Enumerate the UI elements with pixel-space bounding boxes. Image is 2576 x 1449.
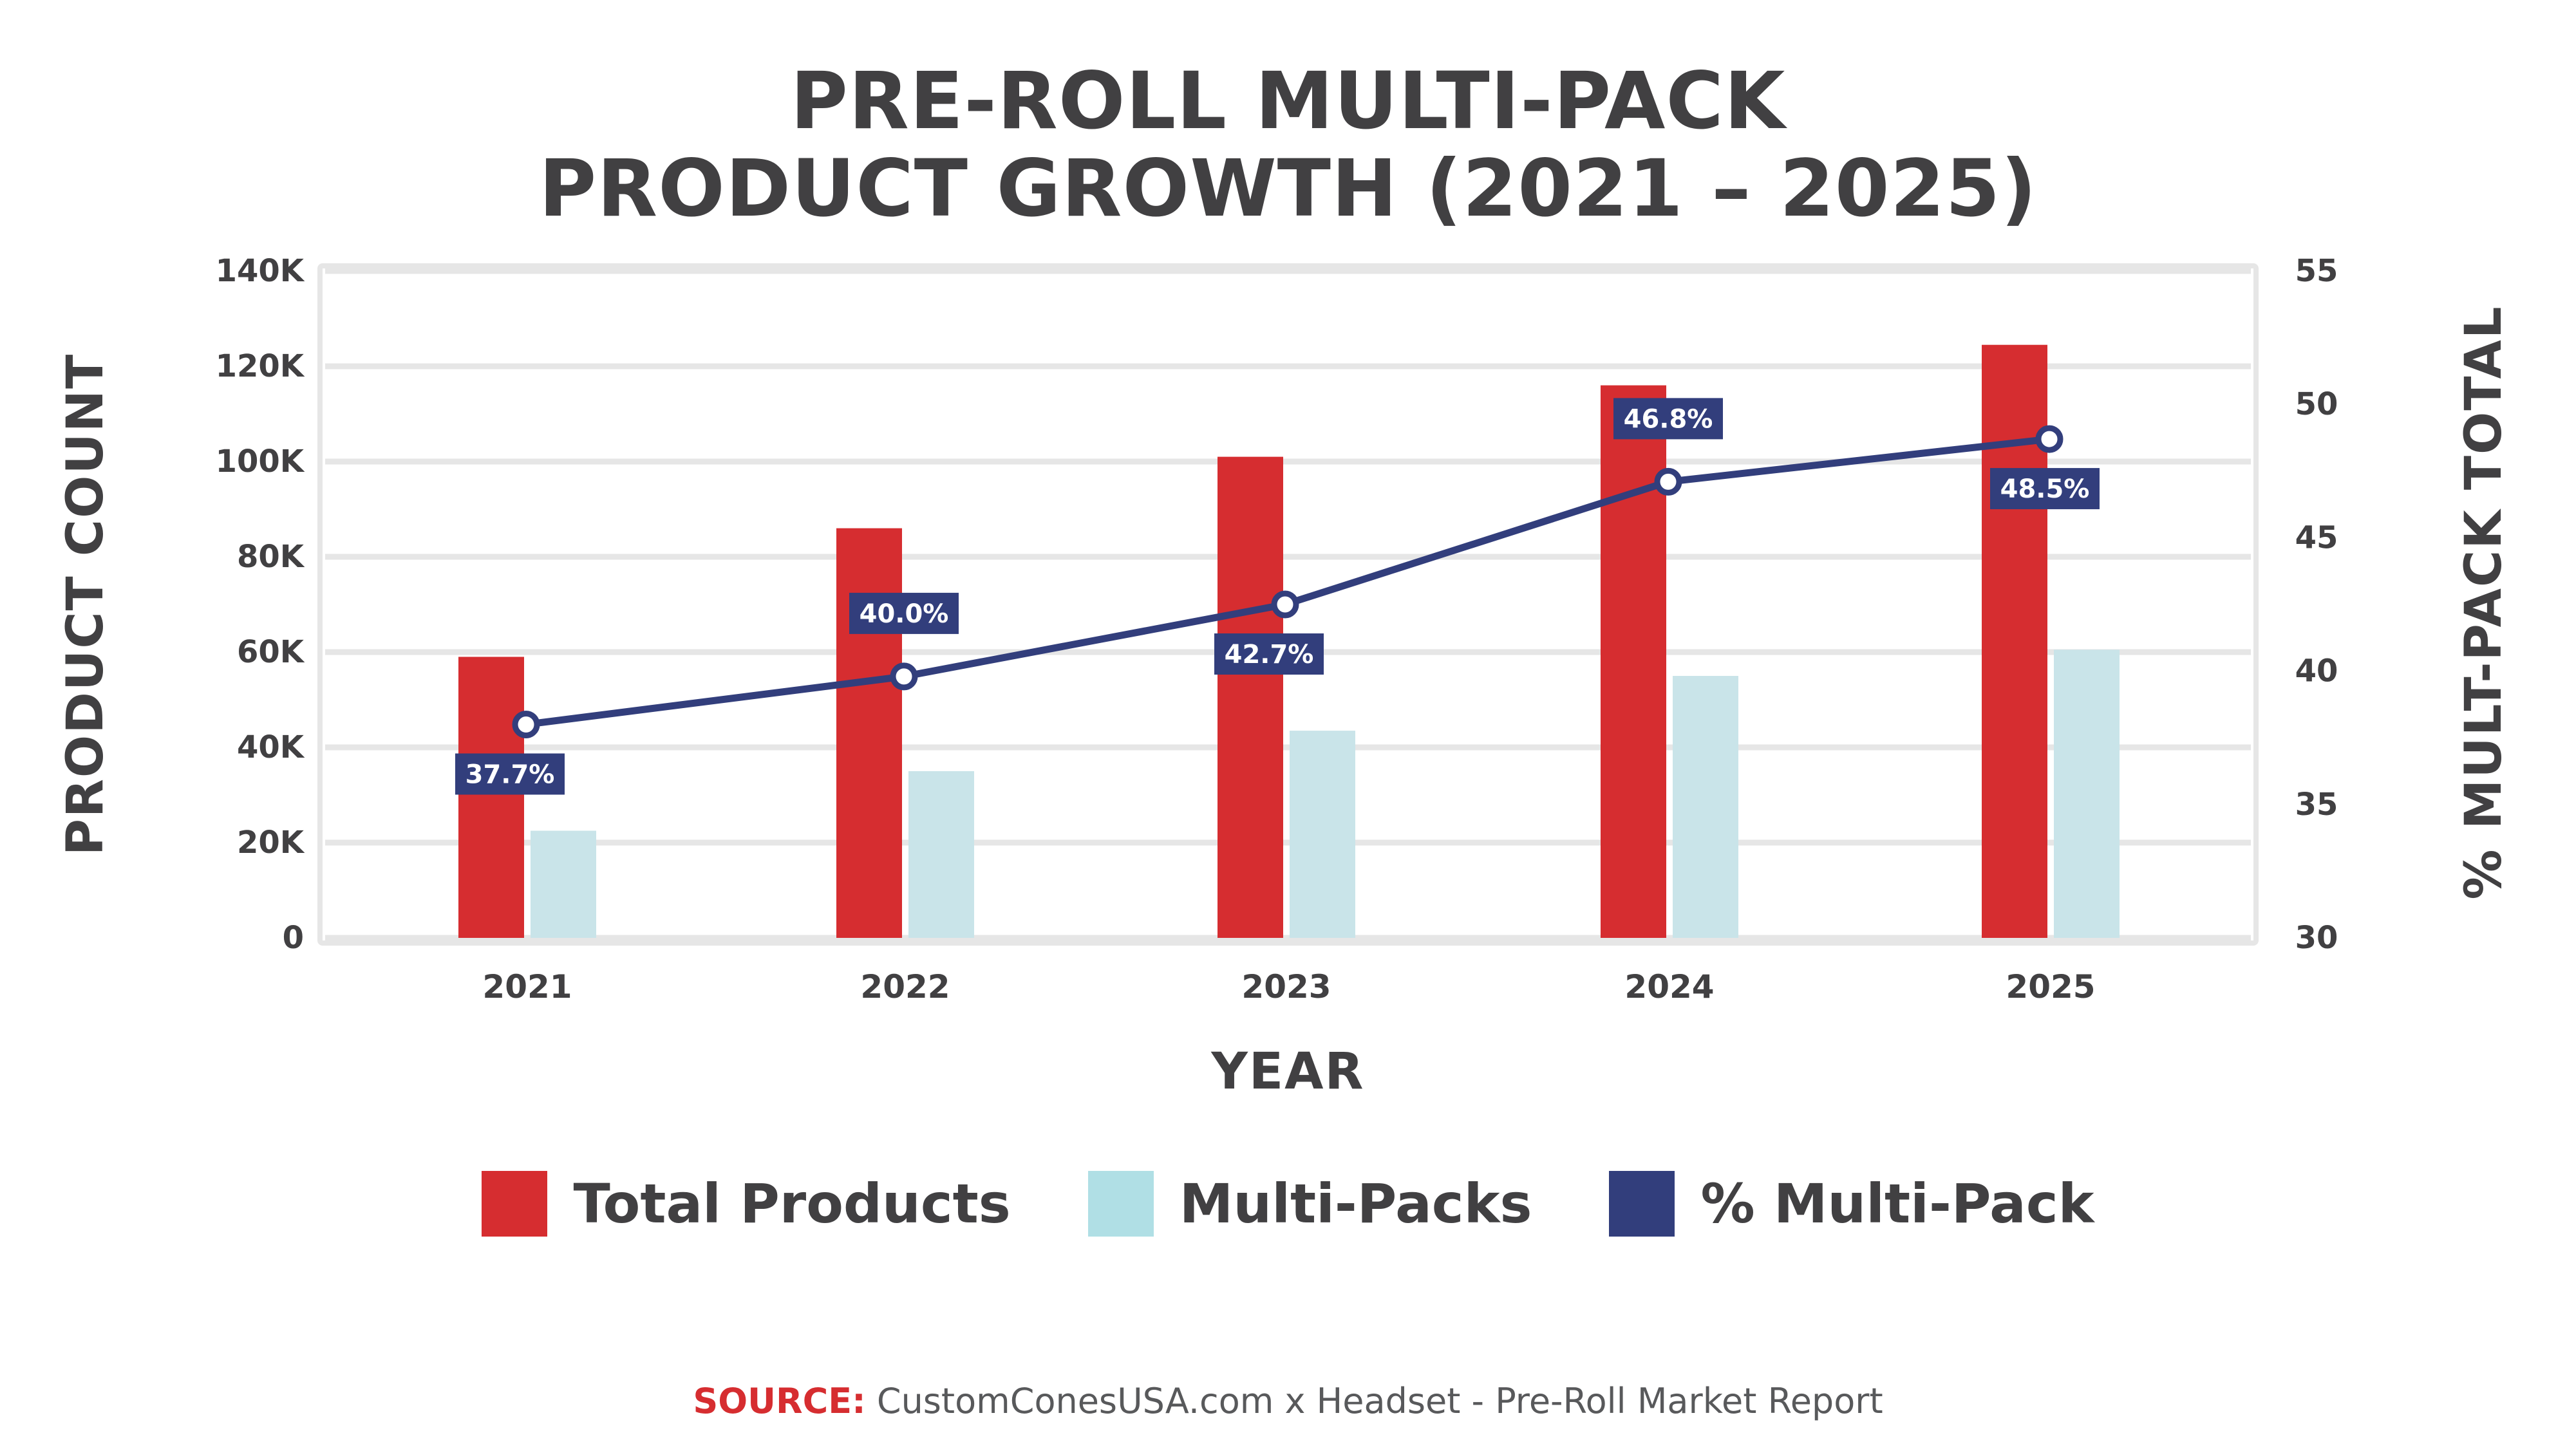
y-left-tick-label: 40K	[237, 729, 305, 765]
legend-swatch-percent-multi-pack	[1609, 1171, 1675, 1237]
bar-multi-packs-2025	[2054, 650, 2120, 938]
bar-total-products-2024	[1601, 385, 1666, 938]
line-point-2022	[890, 662, 918, 691]
y-left-tick-label: 0	[283, 920, 304, 956]
legend-swatch-total-products	[482, 1171, 548, 1237]
bar-multi-packs-2021	[531, 830, 596, 938]
bar-multi-packs-2022	[908, 771, 974, 938]
bar-total-products-2022	[836, 528, 902, 938]
data-label-box-2025	[1990, 468, 2100, 510]
source-key: SOURCE:	[693, 1381, 866, 1421]
source-note: SOURCE: CustomConesUSA.com x Headset - P…	[0, 1381, 2576, 1421]
legend-label: % Multi-Pack	[1700, 1172, 2094, 1235]
bar-total-products-2021	[458, 657, 524, 938]
legend-item-multi-packs: Multi-Packs	[1087, 1171, 1532, 1237]
bar-total-products-2023	[1217, 456, 1283, 938]
legend-item-total-products: Total Products	[482, 1171, 1011, 1237]
data-label-box-2022	[849, 592, 959, 634]
line-point-2024	[1654, 467, 1682, 496]
bars	[458, 344, 2120, 938]
data-label-box-2024	[1613, 398, 1723, 440]
chart-title-line-2: PRODUCT GROWTH (2021 – 2025)	[538, 143, 2038, 234]
y-right-tick-label: 30	[2295, 920, 2338, 956]
x-tick-label: 2025	[2006, 968, 2095, 1005]
x-tick-label: 2024	[1624, 968, 1714, 1005]
bar-multi-packs-2024	[1673, 676, 1738, 938]
percent-multi-pack-line	[525, 435, 2050, 728]
legend-label: Multi-Packs	[1179, 1172, 1532, 1235]
y-right-tick-label: 45	[2295, 519, 2338, 556]
data-label-2023: 42.7%	[1225, 640, 1314, 669]
line-point-2023	[1271, 590, 1299, 619]
y-left-tick-label: 20K	[237, 825, 305, 861]
x-axis-title: YEAR	[1211, 1043, 1365, 1101]
data-label-box-2021	[455, 753, 565, 795]
y-right-tick-label: 35	[2295, 787, 2338, 823]
y-axis-left-title: PRODUCT COUNT	[57, 353, 115, 856]
data-label-2024: 46.8%	[1624, 404, 1713, 434]
chart-title-line-1: PRE-ROLL MULTI-PACK	[790, 55, 1786, 147]
data-label-2022: 40.0%	[860, 599, 949, 629]
data-label-2025: 48.5%	[2000, 474, 2090, 504]
x-tick-label: 2021	[482, 968, 572, 1005]
data-label-2021: 37.7%	[465, 760, 555, 789]
y-left-tick-label: 80K	[237, 539, 305, 575]
gridlines	[317, 263, 2259, 946]
legend-swatch-multi-packs	[1087, 1171, 1154, 1237]
data-labels: 37.7% 40.0% 42.7% 46.8% 48.5%	[455, 398, 2100, 795]
legend: Total Products Multi-Packs % Multi-Pack	[0, 1171, 2576, 1237]
bar-multi-packs-2023	[1290, 731, 1355, 938]
y-right-tick-label: 40	[2295, 653, 2338, 689]
tick-labels: 0 20K 40K 60K 80K 100K 120K 140K 30 35 40 45 50 55 202…	[216, 253, 2338, 1005]
y-axis-right-title: % MULT-PACK TOTAL	[2455, 305, 2513, 900]
y-left-tick-label: 60K	[237, 634, 305, 670]
percent-line-series	[512, 425, 2064, 738]
y-left-tick-label: 100K	[216, 444, 305, 480]
y-right-tick-label: 55	[2295, 253, 2338, 289]
x-tick-label: 2023	[1241, 968, 1331, 1005]
y-left-tick-label: 140K	[216, 253, 305, 289]
y-right-tick-label: 50	[2295, 386, 2338, 422]
source-text: CustomConesUSA.com x Headset - Pre-Roll …	[865, 1381, 1883, 1421]
legend-item-percent-multi-pack: % Multi-Pack	[1609, 1171, 2094, 1237]
legend-label: Total Products	[573, 1172, 1011, 1235]
y-left-tick-label: 120K	[216, 348, 305, 384]
plot-frame	[317, 263, 2259, 946]
line-point-2025	[2035, 425, 2064, 453]
line-point-2021	[512, 710, 540, 738]
data-label-box-2023	[1214, 633, 1324, 675]
x-tick-label: 2022	[860, 968, 950, 1005]
